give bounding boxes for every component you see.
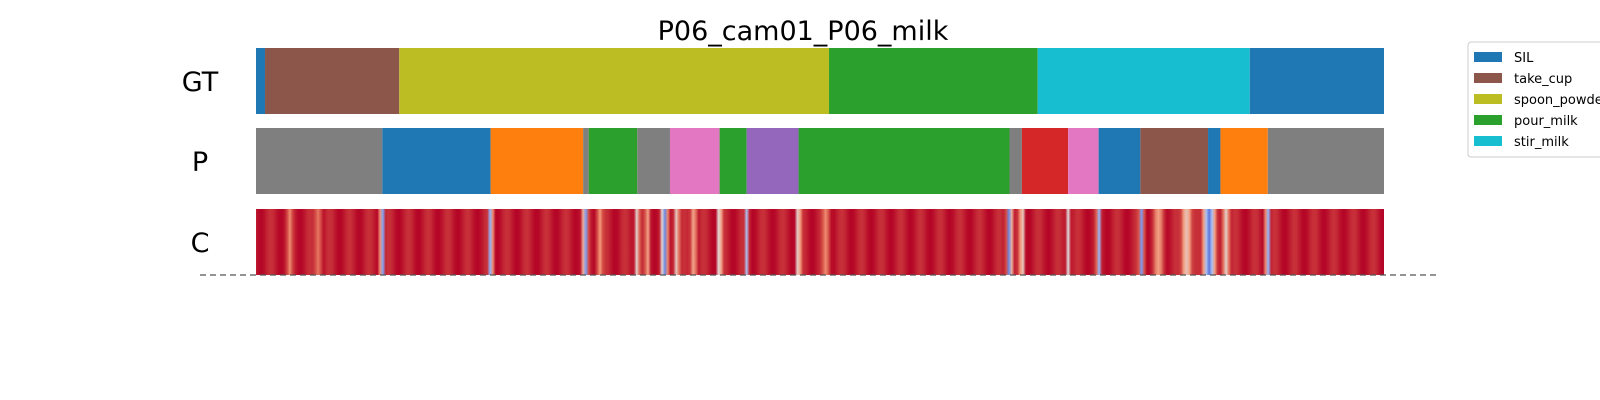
chart-title: P06_cam01_P06_milk — [658, 16, 949, 47]
segment-p-16 — [1220, 128, 1268, 194]
segment-gt-1 — [265, 48, 400, 114]
row-label-gt: GT — [182, 67, 219, 98]
segment-gt-4 — [1037, 48, 1250, 114]
segment-gt-5 — [1249, 48, 1384, 114]
segment-p-7 — [719, 128, 747, 194]
legend-swatch-take_cup — [1474, 73, 1502, 83]
legend-label-stir_milk: stir_milk — [1514, 135, 1569, 150]
segment-p-9 — [798, 128, 1010, 194]
segment-p-13 — [1098, 128, 1141, 194]
segment-p-6 — [669, 128, 720, 194]
legend-box — [1467, 41, 1600, 158]
segment-gt-0 — [256, 48, 266, 114]
legend-swatch-spoon_powder — [1474, 94, 1502, 104]
segment-p-15 — [1208, 128, 1221, 194]
segment-gt-2 — [399, 48, 830, 114]
segment-p-0 — [256, 128, 383, 194]
legend-label-spoon_powder: spoon_powder — [1514, 93, 1600, 108]
segment-p-12 — [1068, 128, 1099, 194]
legend-swatch-stir_milk — [1474, 136, 1502, 146]
legend-label-take_cup: take_cup — [1514, 72, 1572, 87]
legend-swatch-pour_milk — [1474, 115, 1502, 125]
segment-p-14 — [1140, 128, 1209, 194]
segment-p-2 — [490, 128, 584, 194]
segment-p-10 — [1009, 128, 1022, 194]
segment-gt-3 — [829, 48, 1038, 114]
segment-p-8 — [746, 128, 799, 194]
segment-p-3 — [583, 128, 589, 194]
timeline-rows: GT P C — [182, 48, 1384, 275]
row-label-p: P — [192, 147, 208, 178]
legend-label-pour_milk: pour_milk — [1514, 114, 1578, 129]
segment-p-4 — [588, 128, 638, 194]
row-label-c: C — [191, 228, 210, 259]
legend-swatch-SIL — [1474, 52, 1502, 62]
confidence-strip — [256, 209, 1384, 275]
legend: SIL take_cup spoon_powder pour_milk stir_mil… — [1467, 41, 1600, 158]
segment-p-11 — [1021, 128, 1069, 194]
segment-p-5 — [637, 128, 670, 194]
segment-p-17 — [1267, 128, 1384, 194]
segment-p-1 — [382, 128, 491, 194]
legend-label-SIL: SIL — [1514, 51, 1534, 66]
